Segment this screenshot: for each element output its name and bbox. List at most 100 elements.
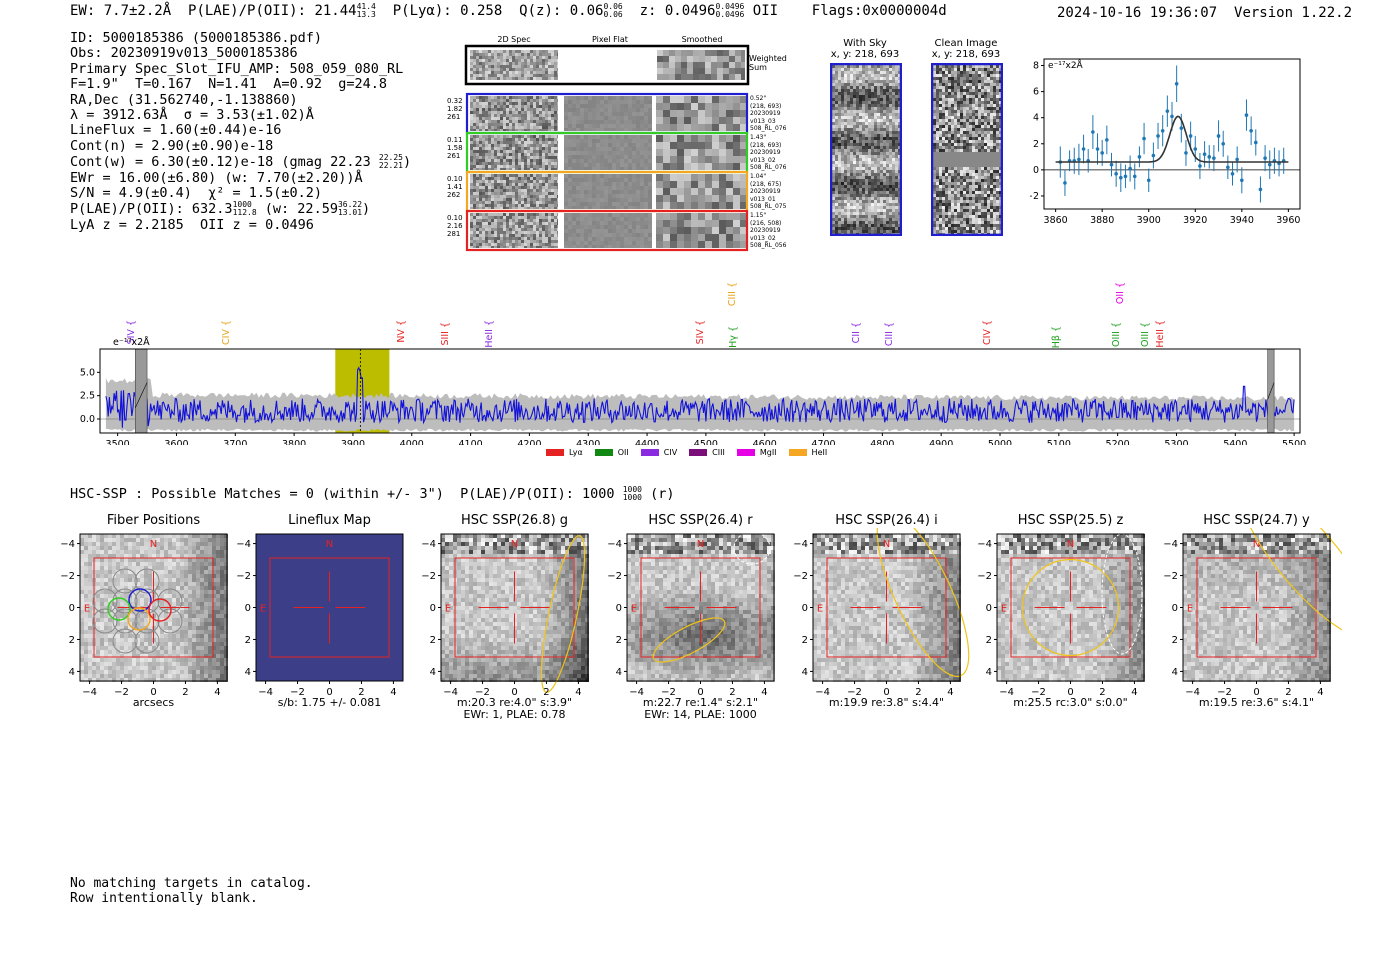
full-xtick-label: 4600 xyxy=(753,439,777,445)
hsc-xtick-label: 2 xyxy=(915,687,921,698)
masked-region-blue xyxy=(134,348,148,434)
col-title-2dspec: 2D Spec xyxy=(497,35,531,44)
line-marker-oii: OII { xyxy=(1115,282,1126,305)
hsc-xtick-label: 4 xyxy=(390,687,396,698)
info-fwhm: F=1.9" T=0.167 N=1.41 A=0.92 g=24.8 xyxy=(70,76,387,93)
hsc-xtick-label: −2 xyxy=(847,687,862,698)
hsc-xtick-label: 0 xyxy=(1253,687,1259,698)
lineflux-map-fill xyxy=(256,534,403,681)
aperture-box xyxy=(1196,557,1317,658)
fiber-circle xyxy=(134,568,160,594)
hsc-ytick-label: 2 xyxy=(69,635,75,646)
zoom-point xyxy=(1244,113,1249,117)
hsc-xtick-label: 0 xyxy=(326,687,332,698)
full-xtick-label: 4400 xyxy=(635,439,659,445)
zoom-point xyxy=(1230,171,1235,176)
hsc-ytick-label: −2 xyxy=(607,571,622,582)
hsc-ytick-label: 0 xyxy=(245,603,251,614)
info-contn: Cont(n) = 2.90(±0.90)e-18 xyxy=(70,137,274,154)
hsc-xtick-label: 4 xyxy=(575,687,581,698)
fiber-row-3 xyxy=(465,170,749,213)
aperture-box xyxy=(454,557,575,658)
catalog-footer: No matching targets in catalog. Row inten… xyxy=(70,876,313,906)
zoom-point xyxy=(1235,157,1239,162)
zoom-point xyxy=(1109,162,1114,167)
hsc-panel-image: N E −4 4 −2 2 0 0 2 −2 4 −4 xyxy=(1163,528,1342,698)
zoom-chart-frame xyxy=(1043,58,1301,210)
hsc-xtick-label: −2 xyxy=(290,687,305,698)
full-ytick-label: 0.0 xyxy=(80,414,95,425)
hsc-ytick-label: −2 xyxy=(60,571,75,582)
zoom-point xyxy=(1267,162,1272,167)
fiber-circle xyxy=(112,608,138,634)
hsc-xtick-label: −4 xyxy=(629,687,644,698)
version-label: Version 1.22.2 xyxy=(1234,5,1353,21)
line-legend: Lyα OII CIV CIII MgII HeII xyxy=(546,448,839,457)
hsc-ytick-label: 0 xyxy=(986,603,992,614)
zoom-point xyxy=(1128,166,1132,171)
info-ewr: EWr = 16.00(±6.80) (w: 7.70(±2.20))Å xyxy=(70,169,363,186)
hsc-panel-caption: m:19.5 re:3.6" s:4.1" xyxy=(1198,696,1315,709)
hsc-ytick-label: −4 xyxy=(793,539,808,550)
hsc-ytick-label: 4 xyxy=(430,667,436,678)
detection-info: ID: 5000185386 (5000185386.pdf) Obs: 2023… xyxy=(70,30,411,233)
full-xtick-label: 5300 xyxy=(1164,439,1188,445)
zoom-point xyxy=(1198,164,1202,168)
hsc-xtick-label: −4 xyxy=(82,687,97,698)
hsc-panel-title: Lineflux Map xyxy=(288,513,371,528)
zoom-point xyxy=(1100,151,1104,155)
hsc-ytick-label: 2 xyxy=(986,635,992,646)
fiber-circle xyxy=(134,628,160,654)
fiber-circle xyxy=(92,588,118,614)
hsc-xtick-label: −4 xyxy=(443,687,458,698)
hsc-ytick-label: 2 xyxy=(245,635,251,646)
zoom-xtick-label: 3900 xyxy=(1137,215,1161,226)
zoom-point xyxy=(1137,155,1142,159)
hsc-ytick-label: −4 xyxy=(1163,539,1178,550)
north-label: N xyxy=(326,539,333,550)
fiber-circle-3 xyxy=(127,607,151,631)
hsc-ytick-label: 4 xyxy=(802,667,808,678)
info-lyaz: LyA z = 2.2185 OII z = 0.0496 xyxy=(70,216,314,233)
zoom-point xyxy=(1184,151,1188,155)
hsc-xtick-label: 2 xyxy=(1285,687,1291,698)
legend-item-lyα: Lyα xyxy=(546,448,583,457)
hsc-ytick-label: 4 xyxy=(69,667,75,678)
header-summary: EW: 7.7±2.2Å P(LAE)/P(OII): 21.44 41.4 13.… xyxy=(70,2,947,20)
full-xtick-label: 5100 xyxy=(1047,439,1071,445)
full-xtick-label: 5400 xyxy=(1223,439,1247,445)
hsc-xtick-label: 4 xyxy=(214,687,220,698)
hsc-xtick-label: 4 xyxy=(1317,687,1323,698)
fiber-row-4 xyxy=(465,209,749,252)
zoom-xtick-label: 3960 xyxy=(1276,215,1300,226)
hsc-ytick-label: 4 xyxy=(616,667,622,678)
hsc-ytick-label: 2 xyxy=(430,635,436,646)
full-xtick-label: 4100 xyxy=(458,439,482,445)
zoom-ytick-label: −2 xyxy=(1030,191,1039,202)
zoom-point xyxy=(1156,134,1160,138)
line-marker-ciii: CIII { xyxy=(727,282,738,307)
with-sky-image xyxy=(830,63,902,236)
hsc-xtick-label: −4 xyxy=(999,687,1014,698)
zoom-point xyxy=(1221,141,1225,146)
hsc-ytick-label: −2 xyxy=(793,571,808,582)
hsc-xtick-label: −2 xyxy=(1217,687,1232,698)
zoom-ytick-label: 4 xyxy=(1033,113,1039,124)
hsc-ytick-label: 2 xyxy=(802,635,808,646)
zoom-xtick-label: 3920 xyxy=(1183,215,1207,226)
zoom-xtick-label: 3880 xyxy=(1090,215,1114,226)
zoom-point xyxy=(1095,147,1100,151)
zoom-point xyxy=(1119,175,1123,180)
north-label: N xyxy=(511,539,518,550)
hsc-ytick-label: 2 xyxy=(616,635,622,646)
hsc-panel-title: HSC SSP(25.5) z xyxy=(1017,513,1124,528)
hsc-ytick-label: 2 xyxy=(1172,635,1178,646)
hsc-ytick-label: 0 xyxy=(69,603,75,614)
east-label: E xyxy=(817,604,823,615)
hsc-ytick-label: −4 xyxy=(421,539,436,550)
header-z: z: 0.0496 xyxy=(639,3,716,19)
fiber-circle-4 xyxy=(148,598,172,622)
east-label: E xyxy=(631,604,637,615)
header-plae: P(LAE)/P(OII): 21.44 xyxy=(188,3,357,19)
legend-swatch xyxy=(788,449,807,456)
